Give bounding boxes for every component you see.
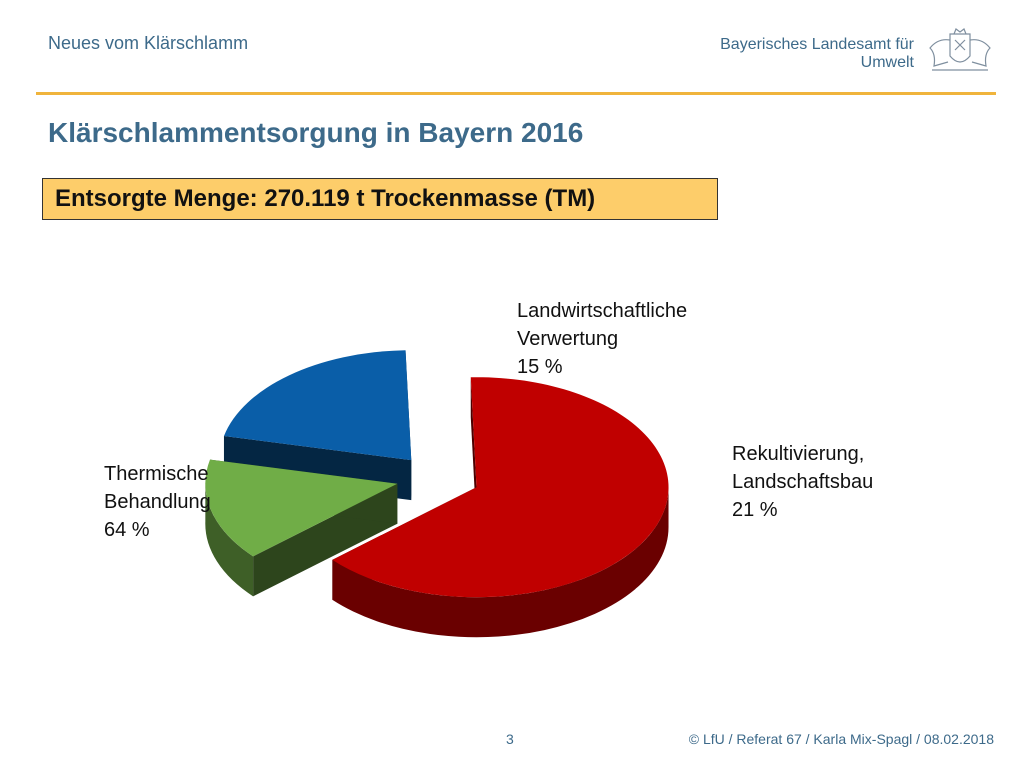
label-line: Behandlung	[104, 491, 211, 513]
agency-name: Bayerisches Landesamt für Umwelt	[654, 36, 914, 72]
label-line: Rekultivierung,	[732, 443, 865, 465]
page-number: 3	[506, 731, 514, 747]
slice-label-recultivation: Rekultivierung, Landschaftsbau 21 %	[732, 440, 873, 524]
coat-of-arms-logo	[929, 28, 991, 71]
agency-name-line1: Bayerisches Landesamt für	[720, 36, 914, 53]
label-value: 21 %	[732, 499, 778, 521]
label-value: 64 %	[104, 519, 150, 541]
header-section-title: Neues vom Klärschlamm	[48, 33, 249, 53]
header-divider	[36, 92, 996, 95]
pie-slice-agriculture	[205, 459, 398, 597]
slide-title: Klärschlammentsorgung in Bayern 2016	[48, 117, 584, 148]
label-value: 15 %	[517, 356, 563, 378]
total-amount-callout: Entsorgte Menge: 270.119 t Trockenmasse …	[42, 178, 718, 220]
agency-name-line2: Umwelt	[860, 54, 914, 71]
label-line: Verwertung	[517, 328, 619, 350]
footer-credit: © LfU / Referat 67 / Karla Mix-Spagl / 0…	[688, 731, 994, 747]
slice-label-agriculture: Landwirtschaftliche Verwertung 15 %	[517, 297, 687, 381]
pie-slice-thermal	[332, 377, 669, 638]
slice-label-thermal: Thermische Behandlung 64 %	[104, 460, 211, 544]
label-line: Thermische	[104, 463, 209, 485]
label-line: Landschaftsbau	[732, 471, 874, 493]
label-line: Landwirtschaftliche	[517, 300, 688, 322]
